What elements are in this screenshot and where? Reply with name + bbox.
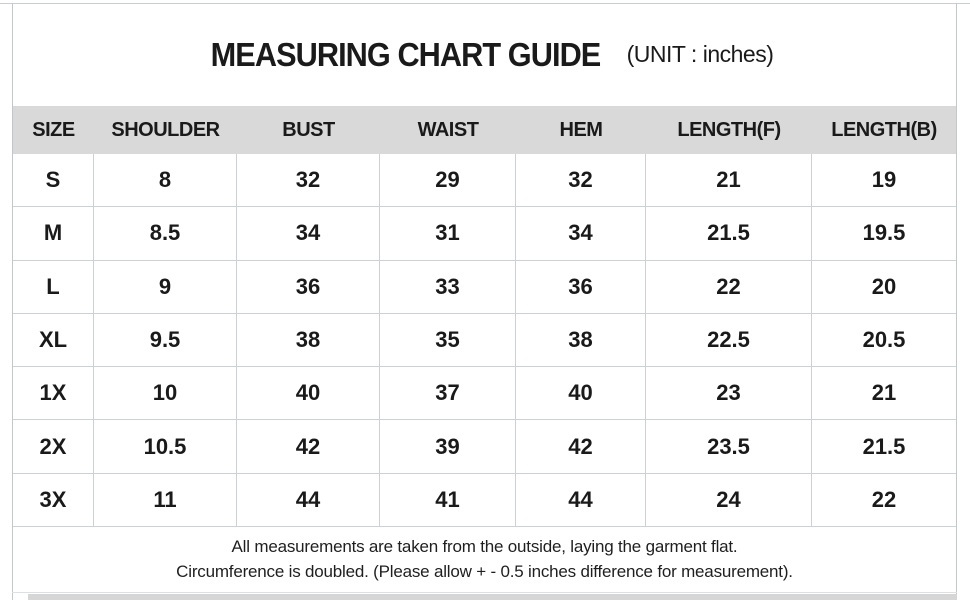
col-header-bust: BUST	[237, 106, 380, 154]
value-cell: 38	[516, 313, 646, 368]
value-cell: 29	[380, 154, 516, 208]
value-cell: 36	[237, 260, 380, 314]
value-cell: 39	[380, 420, 516, 474]
value-cell: 42	[516, 420, 646, 474]
value-cell: 10.5	[94, 420, 237, 474]
value-cell: 21.5	[812, 420, 956, 474]
value-cell: 23.5	[646, 420, 812, 474]
value-cell: 44	[516, 473, 646, 528]
col-header-shoulder: SHOULDER	[94, 106, 237, 154]
value-cell: 9	[94, 260, 237, 314]
size-cell: 1X	[13, 367, 94, 421]
value-cell: 8	[94, 154, 237, 208]
value-cell: 21	[812, 367, 956, 421]
size-cell: M	[13, 207, 94, 261]
value-cell: 20.5	[812, 313, 956, 368]
col-header-size: SIZE	[13, 106, 94, 154]
value-cell: 34	[237, 207, 380, 261]
value-cell: 22	[812, 473, 956, 528]
footer-separator-line	[12, 592, 957, 593]
value-cell: 40	[237, 367, 380, 421]
value-cell: 38	[237, 313, 380, 368]
value-cell: 40	[516, 367, 646, 421]
value-cell: 21.5	[646, 207, 812, 261]
frame-line-top	[0, 3, 970, 4]
value-cell: 32	[516, 154, 646, 208]
value-cell: 23	[646, 367, 812, 421]
col-header-waist: WAIST	[380, 106, 516, 154]
col-header-length-f: LENGTH(F)	[646, 106, 812, 154]
value-cell: 41	[380, 473, 516, 528]
value-cell: 24	[646, 473, 812, 528]
value-cell: 19	[812, 154, 956, 208]
col-header-hem: HEM	[516, 106, 646, 154]
size-cell: 2X	[13, 420, 94, 474]
value-cell: 36	[516, 260, 646, 314]
value-cell: 34	[516, 207, 646, 261]
value-cell: 11	[94, 473, 237, 528]
size-chart-table: SIZE SHOULDER BUST WAIST HEM LENGTH(F) L…	[13, 106, 956, 528]
value-cell: 10	[94, 367, 237, 421]
col-header-length-b: LENGTH(B)	[812, 106, 956, 154]
note-line-1: All measurements are taken from the outs…	[231, 537, 738, 556]
value-cell: 21	[646, 154, 812, 208]
title-main: MEASURING CHART GUIDE	[210, 35, 601, 73]
value-cell: 33	[380, 260, 516, 314]
size-cell: S	[13, 154, 94, 208]
size-cell: L	[13, 260, 94, 314]
value-cell: 44	[237, 473, 380, 528]
value-cell: 22.5	[646, 313, 812, 368]
note-line-2: Circumference is doubled. (Please allow …	[176, 562, 793, 581]
value-cell: 35	[380, 313, 516, 368]
frame-line-left	[12, 3, 13, 600]
value-cell: 20	[812, 260, 956, 314]
value-cell: 42	[237, 420, 380, 474]
page-title: MEASURING CHART GUIDE (UNIT : inches)	[13, 4, 956, 105]
value-cell: 37	[380, 367, 516, 421]
measurement-notes: All measurements are taken from the outs…	[13, 527, 956, 592]
title-unit: (UNIT : inches)	[626, 41, 774, 67]
value-cell: 8.5	[94, 207, 237, 261]
value-cell: 32	[237, 154, 380, 208]
size-cell: XL	[13, 313, 94, 368]
value-cell: 19.5	[812, 207, 956, 261]
value-cell: 22	[646, 260, 812, 314]
frame-line-right	[956, 3, 957, 600]
value-cell: 9.5	[94, 313, 237, 368]
size-cell: 3X	[13, 473, 94, 528]
value-cell: 31	[380, 207, 516, 261]
bottom-gray-strip	[28, 594, 957, 600]
